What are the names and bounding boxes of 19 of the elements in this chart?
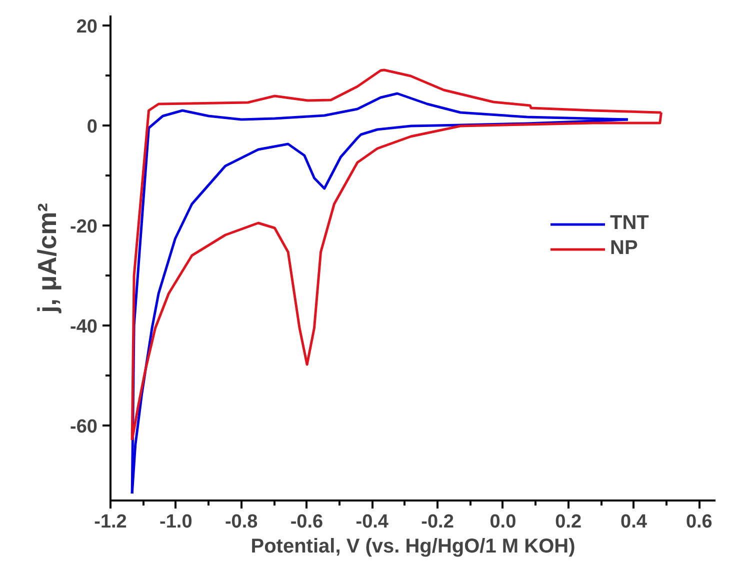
y-tick-label: 20 bbox=[76, 16, 98, 38]
x-tick-label: 0.4 bbox=[620, 512, 648, 532]
x-tick-label: 0.6 bbox=[686, 512, 712, 532]
y-tick-label: -60 bbox=[70, 416, 98, 438]
y-tick-label: -40 bbox=[70, 316, 98, 338]
y-axis-title: j, μA/cm² bbox=[32, 202, 62, 314]
legend-label: NP bbox=[610, 237, 638, 260]
x-tick-label: -1.2 bbox=[94, 512, 127, 532]
x-tick-label: -0.8 bbox=[224, 512, 258, 532]
x-tick-label: -0.4 bbox=[356, 512, 389, 532]
legend-label: TNT bbox=[610, 212, 649, 235]
x-axis-title: Potential, V (vs. Hg/HgO/1 M KOH) bbox=[250, 536, 576, 558]
x-tick-label: -1.0 bbox=[160, 512, 192, 532]
x-tick-label: -0.2 bbox=[421, 512, 454, 532]
x-tick-label: 0.0 bbox=[490, 512, 516, 532]
x-tick-label: -0.6 bbox=[290, 512, 324, 532]
y-tick-label: -20 bbox=[70, 216, 98, 238]
y-tick-label: 0 bbox=[86, 116, 98, 138]
x-tick-label: 0.2 bbox=[555, 512, 582, 532]
